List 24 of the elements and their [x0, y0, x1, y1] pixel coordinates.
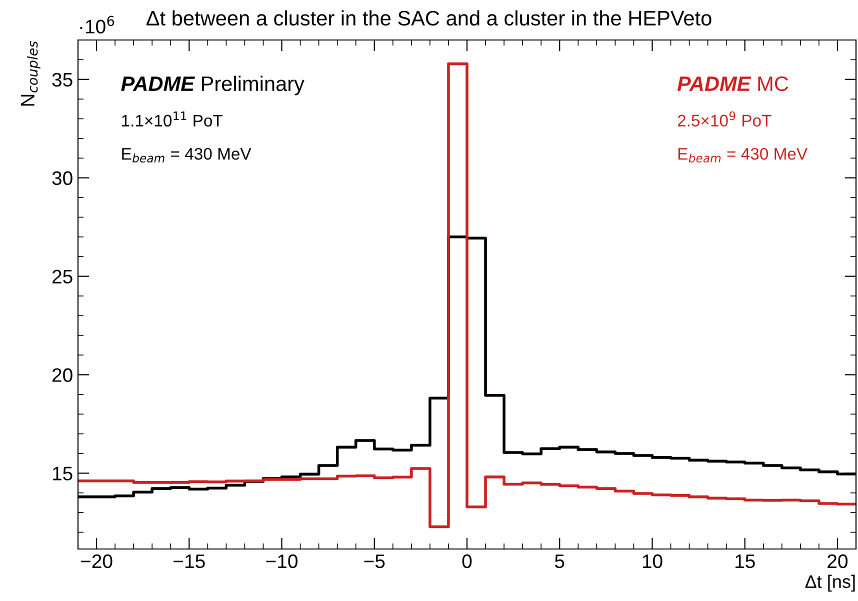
x-tick-label: 15 [736, 554, 755, 568]
y-tick-label: 30 [52, 171, 72, 186]
annotation: E$_{beam}$ = 430 MeV [678, 148, 808, 162]
x-tick-label: −15 [174, 554, 205, 568]
annotation: PADME Preliminary [121, 76, 304, 96]
y-tick-label: 15 [52, 466, 72, 480]
text: ·10$^{6}$ [80, 16, 114, 34]
y-tick-label: 20 [52, 368, 72, 382]
chart-title: Δt between a cluster in the SAC and a cluster in the HEPVeto [146, 10, 712, 26]
annotation: 1.1×10$^{11}$ PoT [122, 112, 223, 127]
y-axis-title: N$_{couples}$ [20, 41, 40, 106]
y-tick-label: 35 [52, 72, 72, 87]
annotation: PADME MC [677, 76, 788, 92]
x-tick-label: 0 [462, 554, 472, 568]
x-tick-label: 10 [642, 554, 662, 568]
x-tick-label: −20 [80, 554, 112, 568]
x-tick-label: 5 [554, 554, 564, 568]
x-axis-title: Δt [ns] [805, 574, 855, 592]
x-tick-label: −5 [364, 554, 385, 568]
y-tick-label: 25 [52, 270, 72, 284]
annotation: E$_{beam}$ = 430 MeV [122, 148, 252, 162]
annotation: 2.5×10$^{9}$ PoT [678, 111, 772, 127]
x-tick-label: −10 [266, 554, 298, 568]
x-tick-label: 20 [828, 554, 848, 568]
